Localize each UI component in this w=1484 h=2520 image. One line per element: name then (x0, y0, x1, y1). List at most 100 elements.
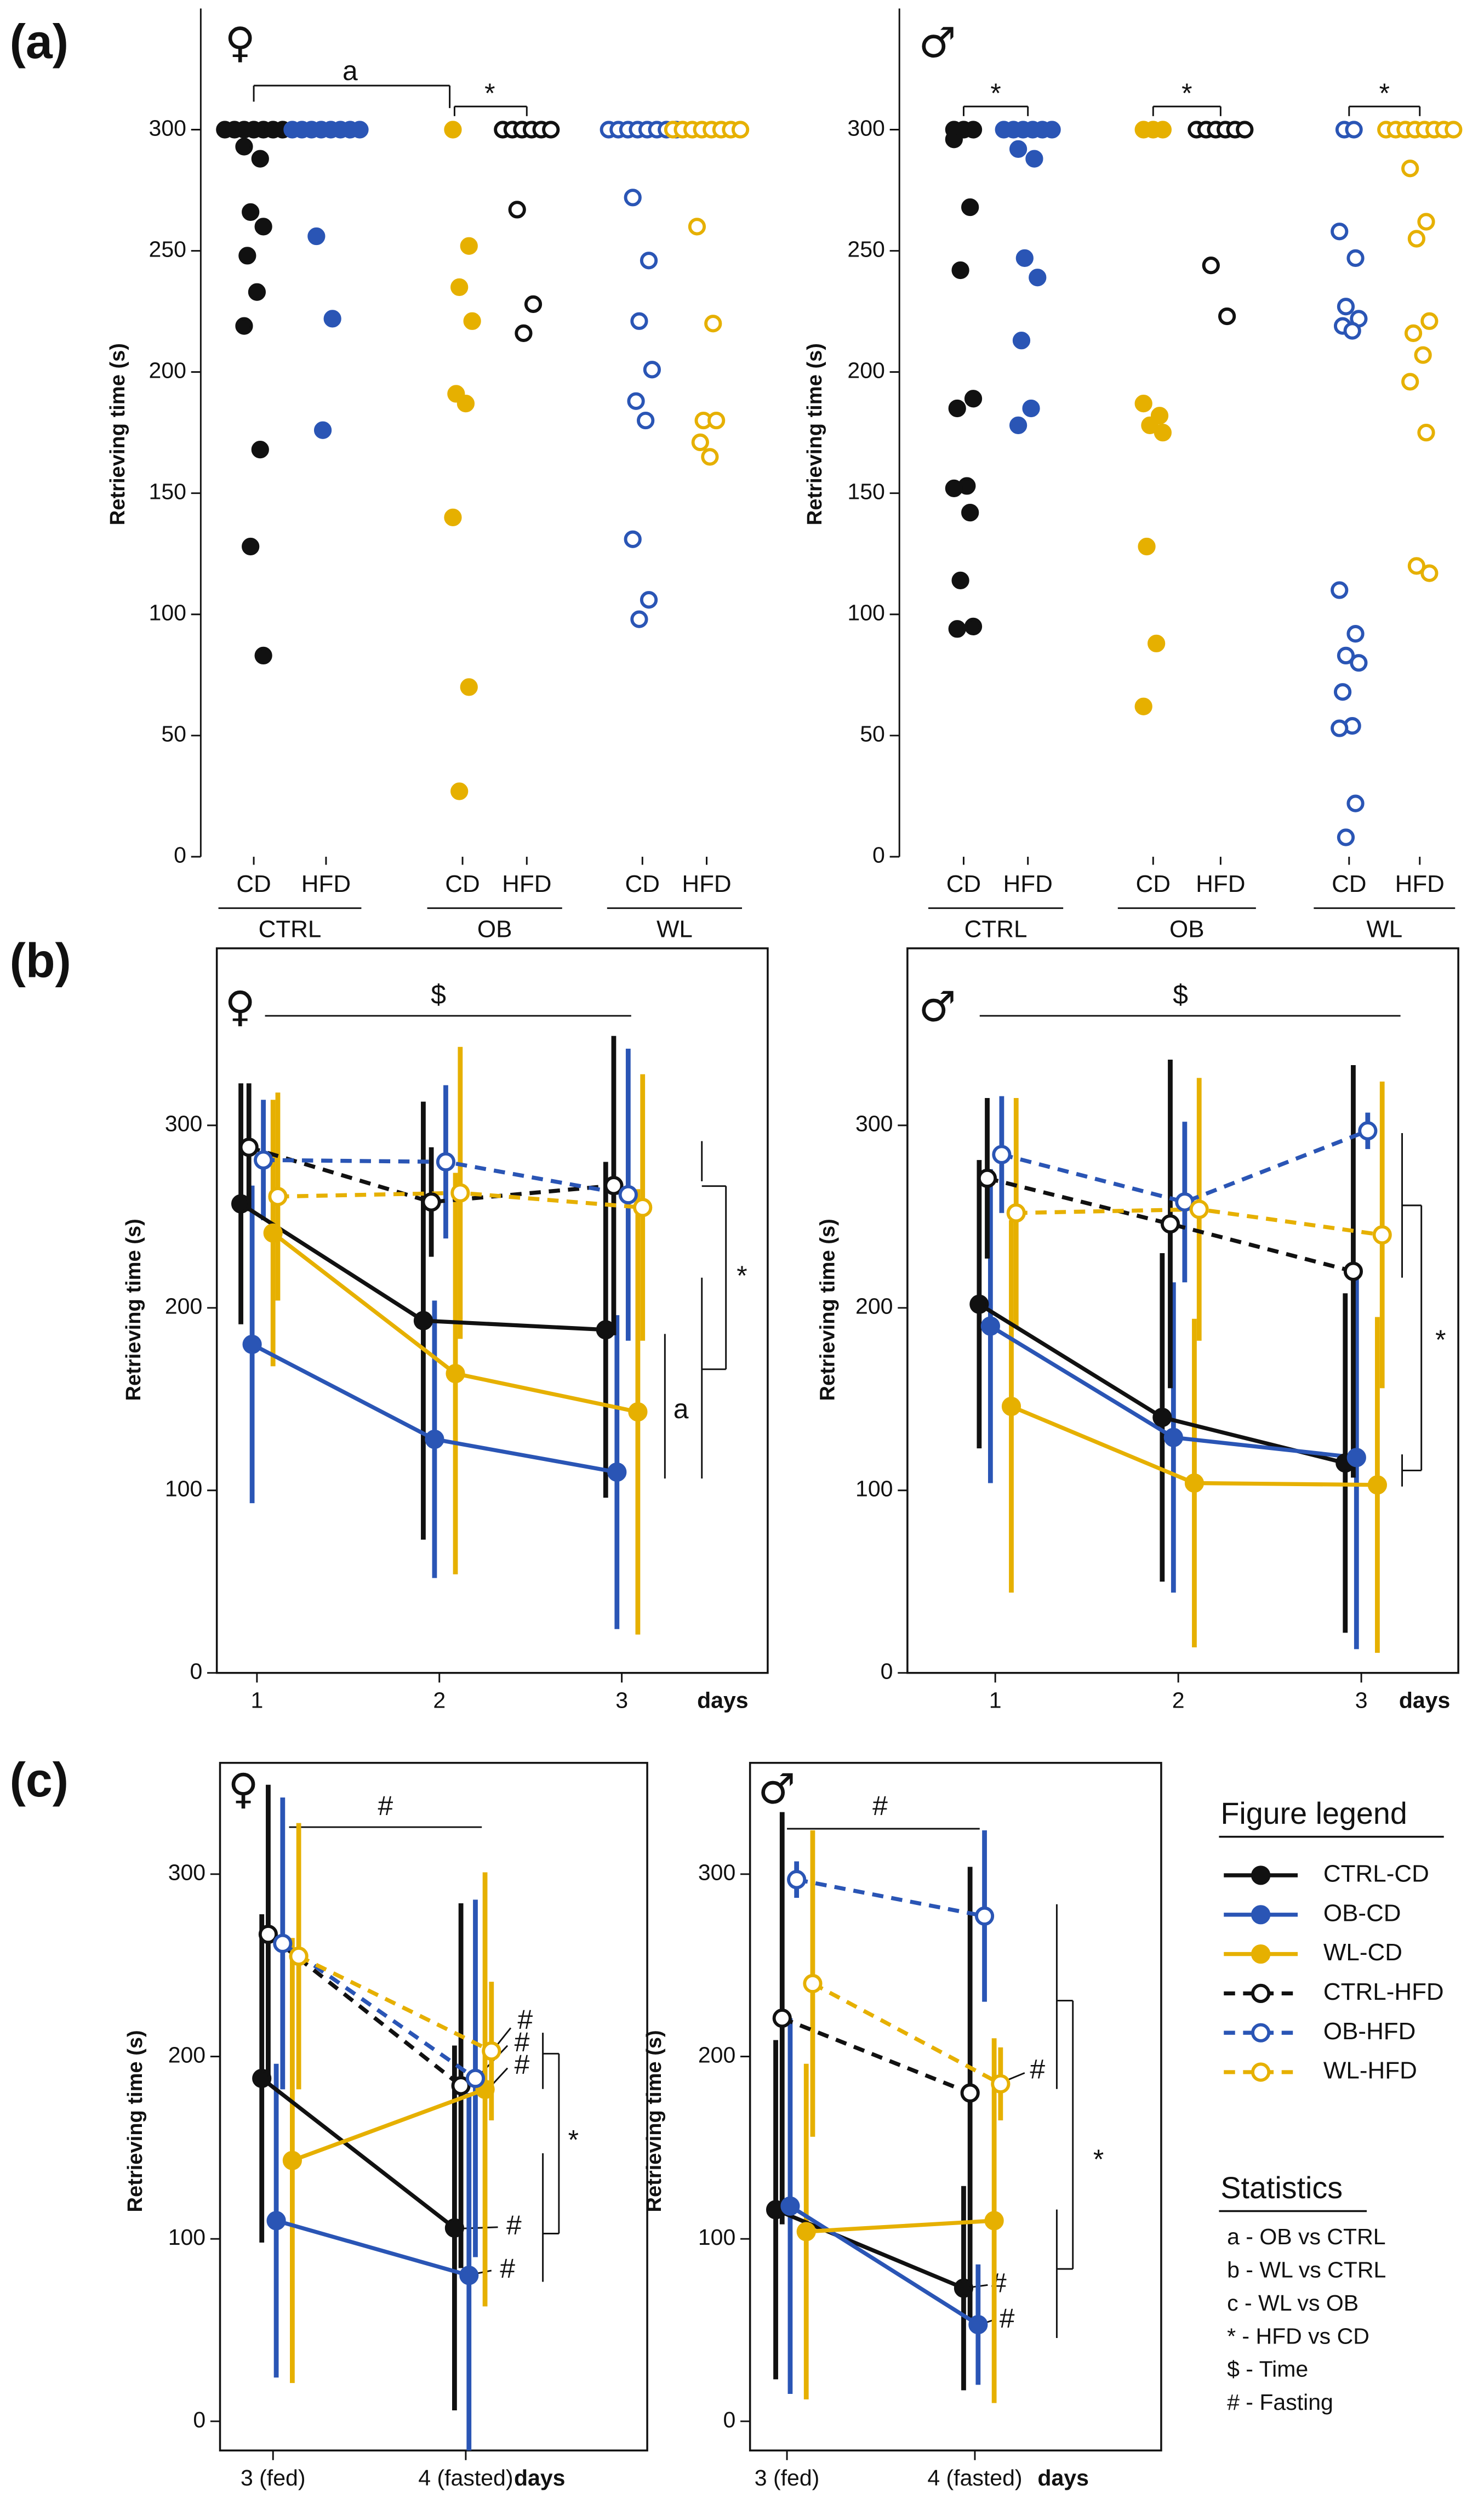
data-point (624, 530, 642, 548)
x-tick-label: HFD (1196, 871, 1245, 897)
data-point (1175, 1192, 1195, 1212)
data-point (964, 390, 983, 408)
x-tick-label: HFD (1395, 871, 1445, 897)
annotation: * (1435, 1324, 1446, 1355)
data-point (524, 295, 543, 313)
data-point (630, 610, 648, 628)
data-point (450, 1183, 470, 1203)
data-point (961, 198, 979, 217)
data-point (282, 2151, 302, 2170)
data-point (1001, 1397, 1021, 1417)
data-point (787, 1870, 807, 1890)
series-line (986, 1176, 1354, 1273)
series-line (260, 2077, 456, 2230)
data-point (1401, 160, 1419, 178)
data-point (289, 1946, 309, 1966)
data-point (1445, 121, 1463, 139)
data-point (351, 121, 369, 139)
data-point (796, 2222, 816, 2242)
data-point (980, 1316, 1000, 1336)
x-tick-label: 3 (1355, 1687, 1368, 1713)
y-tick-label: 50 (161, 721, 186, 747)
lines (775, 1878, 1002, 2326)
legend-label: CTRL-CD (1323, 1861, 1429, 1887)
data-point (1152, 1408, 1172, 1427)
data-point (459, 2266, 479, 2285)
data-point (637, 411, 655, 430)
legend-label: CTRL-HFD (1323, 1978, 1444, 2005)
y-axis-label: Retrieving time (s) (124, 2030, 147, 2212)
data-point (691, 433, 709, 451)
data-point (1331, 223, 1349, 241)
y-axis-label: Retrieving time (s) (816, 1219, 839, 1401)
data-point (239, 1137, 259, 1157)
data-point (968, 2315, 988, 2335)
data-point (413, 1311, 433, 1330)
chart: ♂ Retrieving time (s) 0 50 100 150 200 250 300 * *… (803, 8, 1463, 942)
series-line (298, 1954, 493, 2053)
data-point (444, 508, 462, 527)
y-tick-label: 0 (881, 1659, 893, 1684)
x-tick-label: 3 (615, 1687, 628, 1713)
legend-marker (1251, 1905, 1271, 1925)
data-point (596, 1320, 615, 1340)
data-point (515, 324, 533, 343)
lines (239, 1145, 643, 1475)
annotation: $ (431, 979, 446, 1010)
data-point (1141, 416, 1159, 435)
data-point (252, 2068, 272, 2089)
error-bars (259, 1784, 494, 2451)
data-point (1417, 213, 1435, 231)
data-point (1420, 312, 1439, 330)
y-tick-label: 0 (723, 2407, 735, 2432)
data-point (948, 620, 966, 638)
legend-marker (1251, 1983, 1271, 2003)
x-tick-label: CD (625, 871, 660, 897)
y-tick-label: 300 (847, 115, 884, 140)
data-point (1160, 1214, 1180, 1234)
data-point (707, 411, 726, 430)
data-point (451, 2076, 471, 2096)
x-tick-label: HFD (301, 871, 351, 897)
x-tick-label: CD (1332, 871, 1366, 897)
y-tick-label: 0 (872, 843, 885, 868)
data-point (961, 503, 979, 522)
y-tick-label: 100 (847, 600, 884, 625)
x-tick-label: HFD (1003, 871, 1052, 897)
plot-area (969, 1060, 1392, 1653)
data-point (266, 2211, 286, 2231)
data-point (1337, 828, 1355, 846)
plot-frame (219, 1762, 648, 2451)
data-point (254, 218, 272, 236)
data-point (242, 1334, 262, 1354)
data-point (992, 1145, 1012, 1164)
data-point (238, 247, 256, 265)
y-tick-label: 100 (698, 2225, 735, 2250)
data-point (1009, 140, 1028, 158)
data-point (974, 1906, 995, 1926)
data-point (235, 317, 253, 335)
statistics-item: a - OB vs CTRL (1227, 2224, 1385, 2249)
data-point (984, 2211, 1004, 2231)
x-tick-label: CD (1136, 871, 1171, 897)
data-point (1367, 1475, 1387, 1495)
data-point (624, 189, 642, 207)
data-point (951, 571, 969, 589)
annotation: * (990, 78, 1001, 109)
y-tick-label: 300 (698, 1860, 735, 1885)
data-point (607, 1462, 627, 1482)
data-point (628, 1402, 648, 1422)
y-tick-label: 0 (174, 843, 186, 868)
data-point (1218, 307, 1236, 326)
y-tick-label: 250 (149, 236, 186, 261)
chart: ♂ Retrieving time (s) 0 100 200 300 $ * 1 2 3 days (816, 947, 1459, 1713)
data-point (701, 448, 719, 466)
annotation: a (673, 1393, 689, 1424)
data-point (1184, 1473, 1205, 1493)
data-point (450, 278, 469, 297)
data-point (1343, 322, 1361, 340)
data-point (643, 361, 661, 379)
data-point (1154, 424, 1172, 442)
data-point (945, 479, 963, 497)
series-line (781, 2016, 971, 2095)
